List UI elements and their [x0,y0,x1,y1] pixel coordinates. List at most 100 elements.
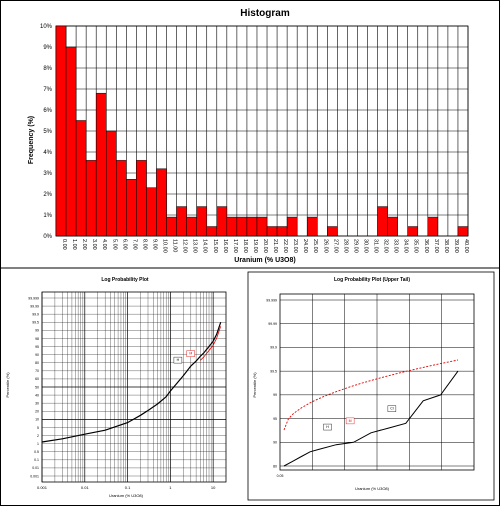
logprob-series [41,322,222,443]
logprob-y-tick-label: 99.99 [30,304,39,308]
histogram-y-tick-label: 9% [43,45,52,51]
histogram-bar [116,160,127,237]
histogram-x-tick-label: 26.00 [322,239,328,253]
histogram-x-tick-label: 35.00 [413,239,419,253]
logprob-x-tick-label: 0.01 [81,485,90,490]
histogram-x-tick-label: 36.00 [423,239,429,253]
logprob-y-tick-label: 95 [35,345,39,349]
histogram-x-tick-label: 6.00 [121,239,127,250]
histogram-x-tick-label: 4.00 [101,239,107,250]
tail-y-tick-label: 99 [273,393,277,397]
tail-annotations: H M Cl [323,405,397,431]
logprob-y-axis-label: Percentile (%) [5,372,10,398]
logprob-y-tick-label: 2 [37,434,39,438]
logprob-y-tick-label: 5 [37,426,39,430]
histogram-bar [196,206,207,237]
histogram-bar [186,216,197,237]
upper-tail-chart: Log Probability Plot (Upper Tail) Percen… [247,271,495,501]
histogram-x-tick-label: 25.00 [312,239,318,253]
histogram-x-tick-label: 16.00 [222,239,228,253]
histogram-x-tick-label: 12.00 [182,239,188,253]
histogram-x-tick-label: 13.00 [192,239,198,253]
logprob-y-tick-label: 50 [35,385,39,389]
histogram-bar [246,216,258,237]
histogram-x-tick-label: 38.00 [443,239,449,253]
logprob-y-tick-label: 98 [35,337,39,341]
logprob-annotation-box [173,356,183,364]
tail-y-tick-label: 99.9 [270,346,277,350]
histogram-x-tick-label: 37.00 [433,239,439,253]
histogram-x-tick-label: 34.00 [403,239,409,253]
tail-title: Log Probability Plot (Upper Tail) [334,277,410,283]
histogram-y-tick-label: 8% [43,66,52,72]
histogram-x-tick-label: 0.00 [61,239,67,250]
logprob-y-tick-label: 0.5 [34,450,39,454]
tail-y-tick-label: 95 [273,417,277,421]
histogram-x-tick-label: 39.00 [453,239,459,253]
histogram-bar [306,216,318,237]
histogram-bar [55,25,67,237]
logprob-y-tick-label: 99.999 [28,296,39,300]
upper-tail-panel-border [247,271,495,501]
histogram-bars [55,25,469,237]
histogram-bar [457,226,469,237]
tail-tick-labels: 99.999 99.99 99.9 99.5 99 95 90 80 0.05 [266,298,283,478]
logprob-series-line [41,322,222,443]
logprob-x-tick-label: 0.1 [125,485,131,490]
histogram-y-axis-label: Frequency (%) [28,116,35,164]
histogram-y-tick-label: 10% [40,24,53,30]
histogram-title: Histogram [240,8,290,19]
histogram-bar [236,216,248,237]
histogram-bar [85,160,97,237]
logprob-title: Log Probability Plot [101,277,149,283]
tail-y-tick-label: 99.999 [266,298,277,302]
logprob-y-tick-label: 99.9 [32,312,39,316]
histogram-y-tick-label: 4% [43,150,52,156]
histogram-bar [176,206,187,237]
logprob-grid [41,291,227,483]
histogram-x-tick-label: 21.00 [272,239,278,253]
tail-y-tick-label: 99.5 [270,369,277,373]
histogram-bar [226,216,238,237]
histogram-x-tick-label: 24.00 [302,239,308,253]
tail-annotation-box [323,423,332,431]
histogram-x-tick-label: 11.00 [172,239,178,252]
histogram-x-tick-label: 20.00 [262,239,268,253]
logprob-annotation-label: H [177,358,180,362]
histogram-bar [75,120,87,237]
logprob-y-tick-label: 40 [35,393,39,397]
histogram-bar [166,216,177,237]
logprob-annotations: HM [173,350,195,364]
logprob-tail-line [200,326,222,361]
histogram-x-tick-label: 7.00 [131,239,137,250]
histogram-bar [65,46,77,237]
histogram-bar [327,226,338,237]
histogram-x-tick-label: 30.00 [362,239,368,253]
tail-x-tick-label: 0.05 [277,474,284,478]
histogram-x-tick-label: 18.00 [242,239,248,253]
tail-annotation-box [345,417,355,425]
histogram-x-tick-label: 3.00 [91,239,97,250]
tail-grid [279,293,475,471]
histogram-bar [105,130,117,237]
histogram-x-tick-label: 5.00 [111,239,117,250]
histogram-x-tick-label: 19.00 [252,239,258,253]
histogram-bar [407,226,419,237]
histogram-bar [126,179,137,237]
logprob-y-tick-label: 99 [35,329,39,333]
histogram-x-tick-label: 40.00 [463,239,469,253]
tail-x-axis-label: Uranium (% U3O8) [355,486,390,491]
tail-y-tick-label: 99.99 [268,322,277,326]
tail-annotation-box [387,405,397,412]
histogram-y-tick-label: 1% [43,213,52,219]
histogram-bar [95,92,107,237]
histogram-x-tick-label: 15.00 [212,239,218,253]
histogram-y-tick-labels: 0% 1% 2% 3% 4% 5% 6% 7% 8% 9% 10% [40,24,53,240]
histogram-x-tick-labels: 0.00 1.00 2.00 3.00 4.00 5.00 6.00 7.00 8.00 9.00… [61,239,469,253]
histogram-x-tick-label: 14.00 [202,239,208,253]
histogram-x-tick-label: 1.00 [71,239,77,250]
logprob-tick-labels: 99.999 99.99 99.9 99.5 99 98 95 90 80 70 60 50 40 30 2… [28,296,216,490]
logprob-x-tick-label: 0.001 [37,485,48,490]
